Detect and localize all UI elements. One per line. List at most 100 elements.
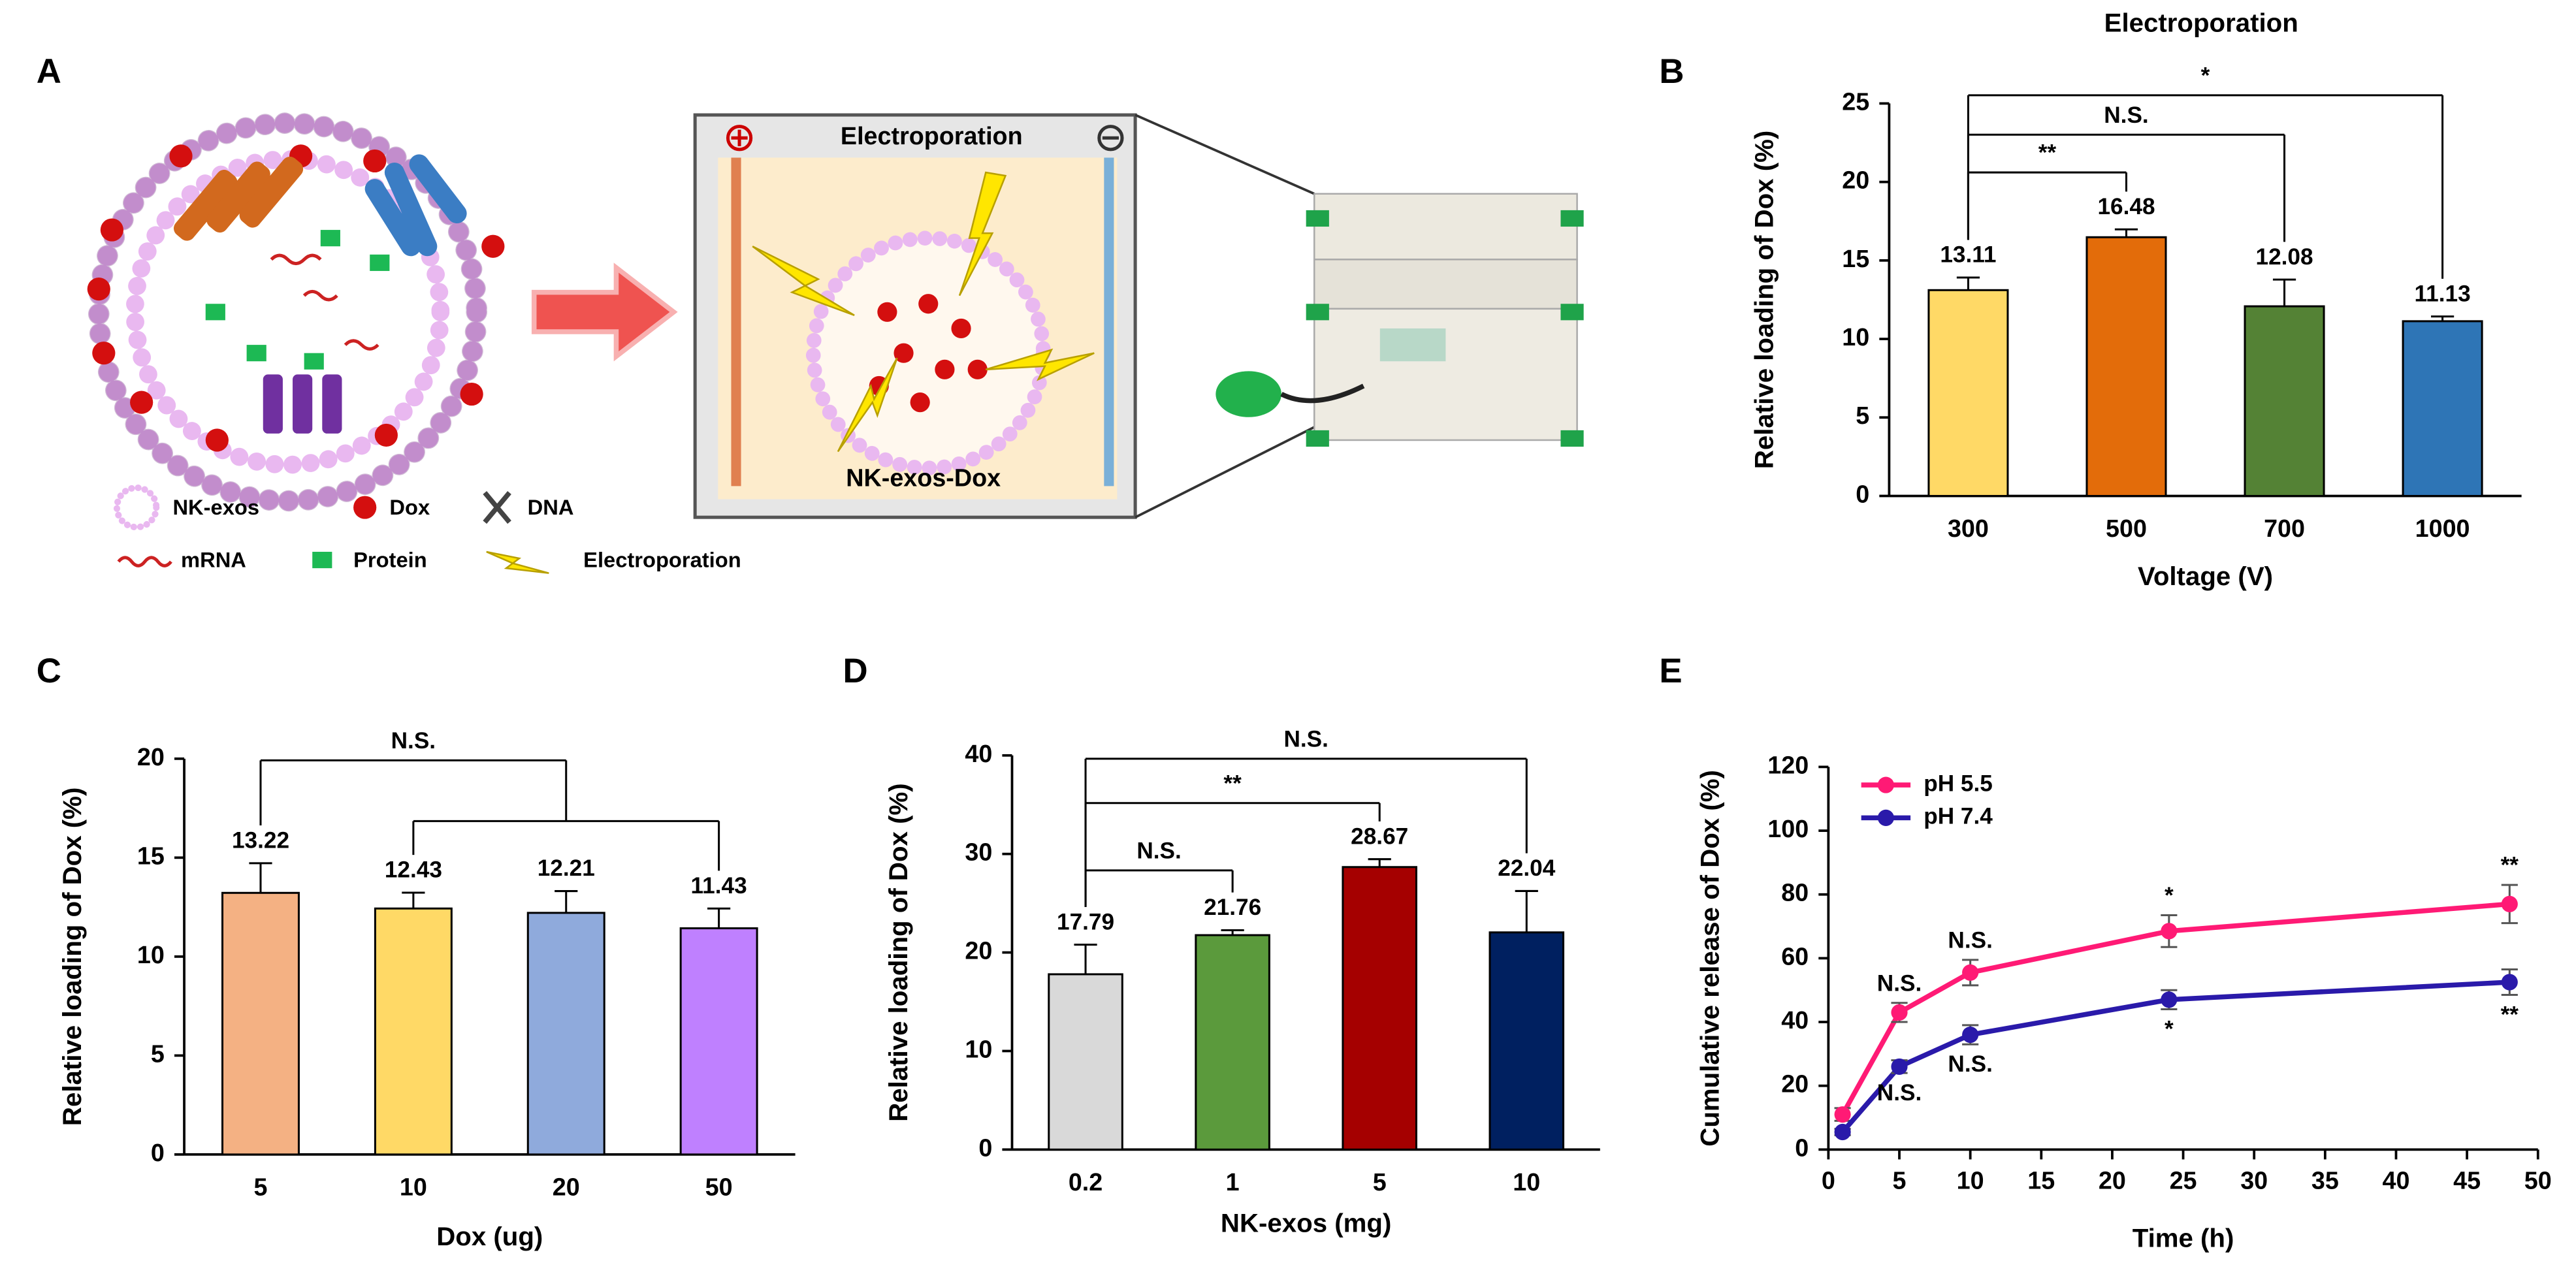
device — [1313, 259, 1578, 310]
proteins — [205, 230, 390, 370]
legend-label: DNA — [528, 495, 574, 519]
plus — [731, 129, 748, 146]
point — [1962, 1027, 1979, 1044]
y-tick-label: 0 — [978, 1134, 992, 1161]
y-tick-label: 15 — [137, 842, 165, 869]
legend-label: Electroporation — [583, 548, 741, 572]
value-label: 12.43 — [385, 857, 442, 883]
x-tick-label: 1 — [1226, 1168, 1240, 1196]
x-tick-label: 5 — [1893, 1167, 1907, 1194]
minus — [1097, 125, 1124, 152]
y-tick-label: 5 — [151, 1040, 165, 1067]
y-tick-label: 40 — [965, 740, 992, 767]
value-label: 16.48 — [2097, 194, 2155, 219]
y-tick-label: 10 — [965, 1035, 992, 1062]
legend-label: pH 5.5 — [1924, 771, 1993, 796]
device — [1313, 193, 1578, 261]
bracket-label: ** — [2038, 140, 2057, 166]
legend-icons — [113, 484, 549, 574]
y-tick-label: 0 — [1795, 1134, 1809, 1161]
value-label: 21.76 — [1204, 895, 1261, 920]
y-axis-label: Relative loading of Dox (%) — [57, 788, 87, 1126]
y-tick-label: 5 — [1856, 402, 1869, 429]
bar — [2244, 305, 2325, 497]
electrode — [1104, 157, 1114, 486]
y-tick-label: 20 — [1781, 1070, 1809, 1098]
point-label: N.S. — [1948, 927, 1992, 953]
mrna — [270, 253, 379, 351]
cuvette-holder — [1216, 371, 1281, 417]
bar — [221, 891, 300, 1156]
bar — [679, 927, 758, 1156]
x-tick-label: 700 — [2264, 515, 2305, 542]
point-label: N.S. — [1877, 970, 1922, 996]
value-label: 17.79 — [1057, 909, 1114, 934]
y-axis-label: Cumulative release of Dox (%) — [1695, 770, 1724, 1147]
dox-dots — [87, 144, 505, 452]
legend-label: Dox — [389, 495, 430, 519]
box-label: NK-exos-Dox — [846, 464, 1001, 491]
plus — [726, 125, 753, 152]
value-label: 12.21 — [538, 855, 595, 881]
y-tick-label: 0 — [151, 1139, 165, 1166]
x-tick-label: 20 — [553, 1173, 580, 1201]
y-tick-label: 20 — [1842, 167, 1869, 194]
value-label: 11.13 — [2415, 281, 2471, 306]
point — [1834, 1106, 1851, 1123]
point-label: * — [2165, 883, 2174, 908]
y-tick-label: 0 — [1856, 480, 1869, 507]
legend-label: Protein — [353, 548, 427, 572]
x-tick-label: 1000 — [2415, 515, 2470, 542]
x-tick-label: 15 — [2027, 1167, 2055, 1194]
value-label: 11.43 — [691, 873, 747, 899]
y-tick-label: 25 — [1842, 88, 1869, 115]
y-tick-label: 80 — [1781, 879, 1809, 906]
bolts — [752, 171, 1095, 453]
x-tick-label: 50 — [2524, 1167, 2552, 1194]
point — [1891, 1058, 1908, 1075]
x-tick-label: 0.2 — [1069, 1168, 1103, 1196]
x-tick-label: 10 — [400, 1173, 427, 1201]
protein-orange — [173, 156, 304, 241]
y-tick-label: 60 — [1781, 942, 1809, 970]
x-axis-label: Dox (ug) — [436, 1222, 543, 1251]
point — [2161, 923, 2178, 940]
membrane — [89, 113, 487, 511]
device-clips — [1306, 210, 1584, 447]
value-label: 13.11 — [1940, 242, 1996, 268]
x-tick-label: 5 — [1373, 1168, 1387, 1196]
legend-label: mRNA — [181, 548, 246, 572]
point — [2501, 974, 2518, 991]
point — [2501, 895, 2518, 912]
point — [2161, 991, 2178, 1008]
legend-label: NK-exos — [172, 495, 259, 519]
y-tick-label: 15 — [1842, 245, 1869, 272]
y-tick-label: 100 — [1767, 815, 1809, 842]
x-tick-label: 10 — [1513, 1168, 1540, 1196]
x-tick-label: 50 — [705, 1173, 733, 1201]
y-axis-label: Relative loading of Dox (%) — [1749, 131, 1779, 469]
point-label: * — [2165, 1017, 2174, 1042]
y-tick-label: 10 — [137, 941, 165, 968]
x-tick-label: 20 — [2099, 1167, 2126, 1194]
x-tick-label: 10 — [1957, 1167, 1984, 1194]
bar — [1342, 866, 1417, 1151]
point-label: ** — [2501, 853, 2519, 878]
panel-label: D — [843, 652, 867, 690]
cable — [1280, 383, 1365, 404]
value-label: 12.08 — [2256, 244, 2313, 270]
device — [1313, 308, 1578, 441]
x-tick-label: 45 — [2453, 1167, 2481, 1194]
receptor — [364, 154, 467, 257]
value-label: 28.67 — [1351, 823, 1408, 849]
electrode — [731, 157, 741, 486]
y-axis-label: Relative loading of Dox (%) — [884, 783, 913, 1121]
bar — [526, 912, 605, 1156]
bar — [1048, 973, 1123, 1151]
panel-label: E — [1659, 652, 1682, 690]
panel-label: B — [1659, 52, 1684, 91]
x-tick-label: 30 — [2240, 1167, 2268, 1194]
y-tick-label: 120 — [1767, 751, 1809, 778]
x-axis-label: Voltage (V) — [2138, 562, 2273, 591]
